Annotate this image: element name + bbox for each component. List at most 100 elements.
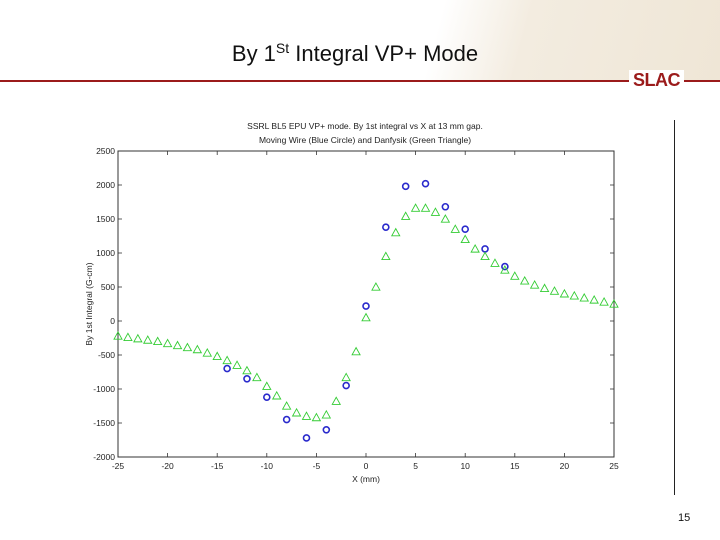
x-tick-label: 15 [510,461,520,471]
danfysik-point [361,312,371,322]
danfysik-point [579,292,590,302]
danfysik-point [500,265,510,274]
y-tick-label: -1500 [93,418,115,428]
moving-wire-point [401,182,410,191]
moving-wire-point [382,223,390,231]
danfysik-point [351,346,361,356]
danfysik-point [212,351,222,361]
moving-wire-point [441,202,450,211]
danfysik-point [410,203,421,212]
x-axis-label: X (mm) [352,474,380,484]
danfysik-point [470,243,480,253]
y-tick-label: -1000 [93,384,115,394]
danfysik-point [321,409,332,419]
danfysik-point [400,211,411,220]
danfysik-point [232,360,242,369]
danfysik-point [301,411,312,420]
danfysik-point [510,271,520,280]
moving-wire-point [362,302,370,310]
danfysik-point [281,401,292,410]
danfysik-point [222,355,232,365]
slide-title: By 1St Integral VP+ Mode [0,40,710,67]
danfysik-point [252,372,262,382]
danfysik-point [430,207,441,216]
x-tick-label: -20 [161,461,174,471]
danfysik-point [123,332,133,341]
moving-wire-point [282,415,291,424]
title-rest: Integral VP+ Mode [289,41,479,66]
moving-wire-point [461,225,470,233]
plot-frame [117,150,615,458]
danfysik-point [152,336,163,346]
y-axis-label: By 1st Integral (G-cm) [84,262,94,345]
danfysik-point [262,381,272,390]
side-divider [674,120,675,495]
series-markers [113,179,619,442]
danfysik-point [113,331,123,340]
x-tick-label: 5 [413,461,418,471]
chart-title: SSRL BL5 EPU VP+ mode. By 1st integral v… [247,121,483,131]
danfysik-point [390,227,401,237]
y-tick-label: 1000 [96,248,115,258]
danfysik-point [331,396,342,405]
y-tick-label: 2500 [96,146,115,156]
moving-wire-point [262,393,271,401]
danfysik-point [142,335,153,344]
danfysik-point [609,299,619,308]
danfysik-point [311,412,322,422]
y-tick-label: -2000 [93,452,115,462]
moving-wire-point [421,179,430,188]
y-tick-label: 2000 [96,180,115,190]
danfysik-point [182,342,193,352]
title-superscript: St [275,40,290,56]
danfysik-point [549,286,560,295]
x-tick-label: 10 [460,461,470,471]
danfysik-point [172,340,183,350]
x-tick-label: 20 [560,461,570,471]
x-tick-label: -10 [261,461,274,471]
danfysik-point [519,275,530,285]
title-rule [0,80,720,82]
y-tick-label: 0 [110,316,115,326]
danfysik-point [440,214,451,223]
moving-wire-point [223,364,231,373]
danfysik-point [381,251,391,261]
moving-wire-point [243,374,251,383]
title-background [0,0,720,82]
danfysik-point [162,338,173,348]
danfysik-point [589,294,599,304]
danfysik-point [271,390,282,400]
x-tick-label: 25 [609,461,619,471]
danfysik-point [291,407,302,417]
danfysik-point [490,258,500,267]
danfysik-point [202,348,213,357]
axis-ticks: -25 -20 -15 -10 -5 0 5 10 15 20 25 -2000 -1500 -1000 -… [93,146,619,471]
danfysik-point [480,251,490,261]
y-tick-label: -500 [98,350,115,360]
moving-wire-point [322,425,331,434]
danfysik-point [341,372,351,382]
moving-wire-point [501,262,509,271]
moving-wire-point [342,381,350,390]
slac-logo: SLAC [629,70,684,91]
danfysik-point [599,297,609,306]
x-tick-label: -15 [211,461,224,471]
danfysik-point [529,280,540,289]
chart-subtitle: Moving Wire (Blue Circle) and Danfysik (… [259,135,471,145]
danfysik-point [539,283,550,293]
moving-wire-point [302,434,311,442]
y-tick-label: 500 [101,282,115,292]
moving-wire-point [481,245,489,253]
danfysik-point [460,234,470,244]
danfysik-point [559,288,570,298]
title-main: By 1 [231,41,276,66]
x-tick-label: -5 [313,461,321,471]
danfysik-point [450,224,461,233]
danfysik-point [133,333,143,343]
danfysik-point [569,290,580,300]
page-number: 15 [678,512,691,524]
danfysik-point [371,282,381,291]
danfysik-point [420,203,431,212]
y-tick-label: 1500 [96,214,115,224]
